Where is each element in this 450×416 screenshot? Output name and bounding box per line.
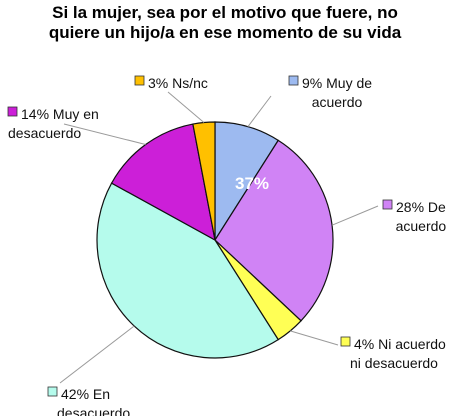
chart-title-line-1: Si la mujer, sea por el motivo que fuere… — [52, 3, 398, 22]
leader-line — [63, 123, 146, 145]
slice-swatch — [288, 75, 299, 86]
leader-line — [59, 325, 135, 384]
slice-label: 14% Muy en desacuerdo — [8, 106, 99, 141]
chart-title-line-2: quiere un hijo/a en ese momento de su vi… — [49, 23, 402, 42]
slice-label: 4% Ni acuerdo ni desacuerdo — [350, 336, 446, 371]
pie-slice — [110, 123, 216, 242]
leader-line — [247, 95, 272, 128]
slice-swatch — [134, 75, 145, 86]
pie-slice — [192, 121, 216, 241]
slice-swatch — [7, 106, 18, 117]
slice-swatch — [382, 199, 393, 210]
leader-line — [290, 330, 339, 346]
pie-slice — [214, 139, 334, 322]
combined-agreement-annotation: 37% — [235, 174, 269, 193]
leader-line — [167, 91, 205, 123]
slice-label: 28% De acuerdo — [396, 199, 447, 234]
slice-label: 42% En desacuerdo — [57, 386, 130, 416]
slice-swatch — [340, 336, 351, 347]
slice-swatch — [47, 386, 58, 397]
leader-line — [331, 205, 379, 226]
slice-label: 9% Muy de acuerdo — [302, 75, 372, 110]
pie-slice — [96, 182, 280, 359]
slice-label: 3% Ns/nc — [148, 75, 208, 91]
